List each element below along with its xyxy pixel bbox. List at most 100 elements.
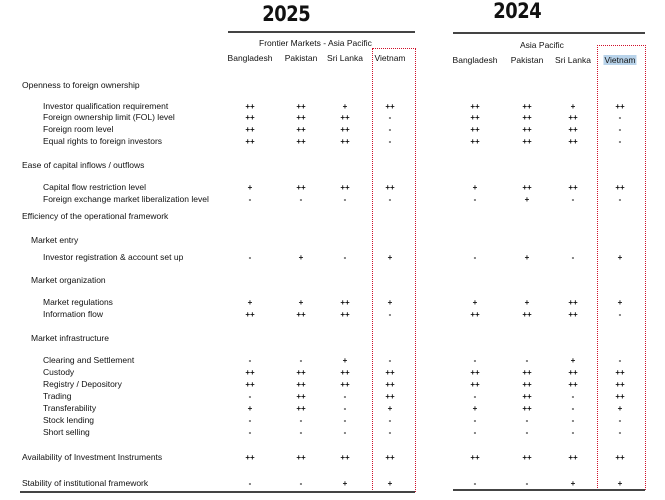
rating-cell: ++ [470, 368, 480, 377]
rating-cell: ++ [522, 102, 532, 111]
rating-cell: ++ [568, 113, 578, 122]
rating-cell: - [618, 195, 622, 204]
column-header-label: Pakistan [510, 55, 544, 65]
column-header-sri-lanka: Sri Lanka [327, 53, 363, 63]
divider [453, 489, 645, 491]
rating-cell: - [618, 125, 622, 134]
rating-cell: - [343, 195, 347, 204]
rating-cell: ++ [245, 453, 255, 462]
rating-cell: + [342, 479, 348, 488]
rating-cell: - [388, 125, 392, 134]
rating-cell: - [248, 416, 252, 425]
rating-cell: + [617, 479, 623, 488]
rating-cell: ++ [245, 113, 255, 122]
rating-cell: - [299, 428, 303, 437]
rating-cell: ++ [568, 137, 578, 146]
rating-cell: ++ [615, 453, 625, 462]
rating-cell: ++ [385, 183, 395, 192]
rating-cell: ++ [245, 368, 255, 377]
rating-cell: - [248, 428, 252, 437]
rating-cell: + [387, 253, 393, 262]
column-header-label: Bangladesh [227, 53, 273, 63]
rating-cell: - [571, 195, 575, 204]
rating-cell: - [618, 356, 622, 365]
rating-cell: - [388, 310, 392, 319]
rating-cell: ++ [470, 380, 480, 389]
rating-cell: ++ [522, 113, 532, 122]
group-label-2024: Asia Pacific [520, 40, 564, 50]
rating-cell: ++ [470, 102, 480, 111]
rating-cell: - [248, 479, 252, 488]
row-label: Transferability [43, 403, 97, 413]
row-label: Foreign ownership limit (FOL) level [43, 112, 175, 122]
rating-cell: + [387, 404, 393, 413]
rating-cell: ++ [385, 453, 395, 462]
rating-cell: ++ [296, 453, 306, 462]
rating-cell: - [299, 479, 303, 488]
row-label: Availability of Investment Instruments [22, 452, 163, 462]
column-header-bangladesh: Bangladesh [228, 53, 273, 63]
rating-cell: - [525, 428, 529, 437]
rating-cell: ++ [522, 368, 532, 377]
rating-cell: + [298, 298, 304, 307]
rating-cell: ++ [615, 183, 625, 192]
vietnam-highlight-2025 [372, 48, 416, 492]
rating-cell: ++ [385, 392, 395, 401]
rating-cell: - [388, 195, 392, 204]
rating-cell: + [524, 253, 530, 262]
rating-cell: ++ [296, 183, 306, 192]
rating-cell: + [472, 183, 478, 192]
row-label: Registry / Depository [43, 379, 122, 389]
rating-cell: ++ [470, 453, 480, 462]
year-2025-title: 2025 [262, 2, 311, 26]
rating-cell: - [388, 113, 392, 122]
rating-cell: ++ [522, 380, 532, 389]
rating-cell: ++ [522, 392, 532, 401]
column-header-label: Sri Lanka [327, 53, 363, 63]
rating-cell: ++ [245, 380, 255, 389]
rating-cell: + [617, 253, 623, 262]
row-label: Information flow [43, 309, 103, 319]
rating-cell: - [473, 428, 477, 437]
rating-cell: + [342, 356, 348, 365]
column-header-label: Vietnam [603, 55, 637, 65]
rating-cell: + [472, 404, 478, 413]
rating-cell: - [343, 416, 347, 425]
rating-cell: - [343, 253, 347, 262]
rating-cell: - [618, 310, 622, 319]
rating-cell: ++ [615, 102, 625, 111]
rating-cell: ++ [296, 137, 306, 146]
rating-cell: ++ [470, 310, 480, 319]
row-label: Investor registration & account set up [43, 252, 184, 262]
row-label: Clearing and Settlement [43, 355, 135, 365]
rating-cell: ++ [522, 453, 532, 462]
rating-cell: ++ [296, 310, 306, 319]
row-label: Efficiency of the operational framework [22, 211, 169, 221]
rating-cell: ++ [245, 137, 255, 146]
column-header-vietnam: Vietnam [603, 55, 637, 65]
rating-cell: - [299, 356, 303, 365]
rating-cell: + [570, 102, 576, 111]
rating-cell: - [571, 253, 575, 262]
row-label: Stability of institutional framework [22, 478, 149, 488]
rating-cell: - [248, 356, 252, 365]
rating-cell: - [618, 113, 622, 122]
rating-cell: ++ [245, 125, 255, 134]
rating-cell: ++ [340, 453, 350, 462]
row-label: Openness to foreign ownership [22, 80, 140, 90]
rating-cell: - [343, 392, 347, 401]
rating-cell: ++ [296, 102, 306, 111]
rating-cell: + [570, 356, 576, 365]
rating-cell: - [618, 428, 622, 437]
rating-cell: ++ [615, 380, 625, 389]
column-header-bangladesh: Bangladesh [453, 55, 498, 65]
rating-cell: + [247, 298, 253, 307]
rating-cell: - [473, 356, 477, 365]
rating-cell: ++ [296, 368, 306, 377]
row-label: Foreign room level [43, 124, 114, 134]
rating-cell: ++ [568, 453, 578, 462]
rating-cell: ++ [340, 368, 350, 377]
rating-cell: - [388, 428, 392, 437]
rating-cell: ++ [568, 183, 578, 192]
rating-cell: ++ [340, 125, 350, 134]
